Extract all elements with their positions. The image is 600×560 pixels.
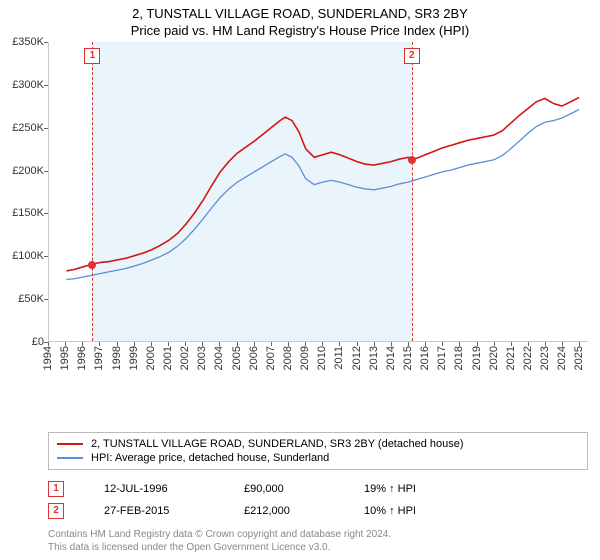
event-marker: 1 [84, 48, 100, 64]
y-tick [44, 128, 48, 129]
title-line-2: Price paid vs. HM Land Registry's House … [0, 23, 600, 38]
x-tick-label: 2009 [299, 346, 311, 370]
x-tick-label: 2025 [573, 346, 585, 370]
transaction-price: £90,000 [244, 483, 324, 495]
event-marker: 2 [404, 48, 420, 64]
transaction-date: 12-JUL-1996 [104, 483, 204, 495]
x-tick-label: 2019 [471, 346, 483, 370]
legend-item: 2, TUNSTALL VILLAGE ROAD, SUNDERLAND, SR… [57, 437, 579, 451]
series-line [66, 98, 579, 271]
x-tick-label: 2011 [333, 346, 345, 370]
x-tick-label: 1995 [59, 346, 71, 370]
chart-titles: 2, TUNSTALL VILLAGE ROAD, SUNDERLAND, SR… [0, 0, 600, 38]
footer-line-2: This data is licensed under the Open Gov… [48, 541, 588, 554]
title-line-1: 2, TUNSTALL VILLAGE ROAD, SUNDERLAND, SR… [0, 6, 600, 21]
y-tick-label: £300K [0, 79, 44, 91]
x-tick-label: 2007 [265, 346, 277, 370]
x-tick-label: 2021 [505, 346, 517, 370]
y-tick-label: £350K [0, 36, 44, 48]
y-tick [44, 42, 48, 43]
y-tick-label: £50K [0, 293, 44, 305]
x-tick-label: 2013 [368, 346, 380, 370]
y-tick-label: £150K [0, 207, 44, 219]
chart-area: 12 £0£50K£100K£150K£200K£250K£300K£350K1… [0, 42, 600, 402]
footer-line-1: Contains HM Land Registry data © Crown c… [48, 528, 588, 541]
x-tick-label: 2023 [539, 346, 551, 370]
x-tick-label: 2002 [179, 346, 191, 370]
series-line [66, 109, 579, 279]
event-line [412, 42, 413, 341]
event-point [408, 156, 416, 164]
legend-label: 2, TUNSTALL VILLAGE ROAD, SUNDERLAND, SR… [91, 438, 464, 450]
transaction-marker: 2 [48, 503, 64, 519]
transaction-row: 2 27-FEB-2015 £212,000 10% ↑ HPI [48, 500, 588, 522]
x-tick-label: 1998 [111, 346, 123, 370]
y-tick-label: £200K [0, 165, 44, 177]
event-line [92, 42, 93, 341]
y-tick-label: £0 [0, 336, 44, 348]
event-point [88, 261, 96, 269]
x-tick-label: 1996 [76, 346, 88, 370]
y-tick [44, 85, 48, 86]
legend-label: HPI: Average price, detached house, Sund… [91, 452, 329, 464]
chart-svg [49, 42, 588, 341]
plot-region: 12 [48, 42, 588, 342]
x-tick-label: 2020 [488, 346, 500, 370]
transaction-hpi: 19% ↑ HPI [364, 483, 464, 495]
transaction-date: 27-FEB-2015 [104, 505, 204, 517]
y-tick-label: £100K [0, 250, 44, 262]
x-tick-label: 2024 [556, 346, 568, 370]
x-tick-label: 2015 [402, 346, 414, 370]
legend-swatch [57, 457, 83, 459]
x-tick-label: 2022 [522, 346, 534, 370]
x-tick-label: 2010 [316, 346, 328, 370]
x-tick-label: 2004 [213, 346, 225, 370]
x-tick-label: 2006 [248, 346, 260, 370]
x-tick-label: 2014 [385, 346, 397, 370]
x-tick-label: 2018 [453, 346, 465, 370]
legend-item: HPI: Average price, detached house, Sund… [57, 451, 579, 465]
y-tick [44, 171, 48, 172]
legend-swatch [57, 443, 83, 445]
y-tick-label: £250K [0, 122, 44, 134]
y-tick [44, 256, 48, 257]
transaction-row: 1 12-JUL-1996 £90,000 19% ↑ HPI [48, 478, 588, 500]
x-tick-label: 1999 [128, 346, 140, 370]
footer-attribution: Contains HM Land Registry data © Crown c… [48, 528, 588, 554]
x-tick-label: 1994 [42, 346, 54, 370]
x-tick-label: 2012 [351, 346, 363, 370]
y-tick [44, 213, 48, 214]
y-tick [44, 299, 48, 300]
x-tick-label: 1997 [93, 346, 105, 370]
transaction-marker: 1 [48, 481, 64, 497]
x-tick-label: 2001 [162, 346, 174, 370]
transaction-hpi: 10% ↑ HPI [364, 505, 464, 517]
x-tick-label: 2003 [196, 346, 208, 370]
x-tick-label: 2016 [419, 346, 431, 370]
transactions-table: 1 12-JUL-1996 £90,000 19% ↑ HPI 2 27-FEB-2015… [48, 478, 588, 522]
x-tick-label: 2008 [282, 346, 294, 370]
transaction-price: £212,000 [244, 505, 324, 517]
x-tick-label: 2005 [231, 346, 243, 370]
legend-box: 2, TUNSTALL VILLAGE ROAD, SUNDERLAND, SR… [48, 432, 588, 470]
x-tick-label: 2000 [145, 346, 157, 370]
x-tick-label: 2017 [436, 346, 448, 370]
